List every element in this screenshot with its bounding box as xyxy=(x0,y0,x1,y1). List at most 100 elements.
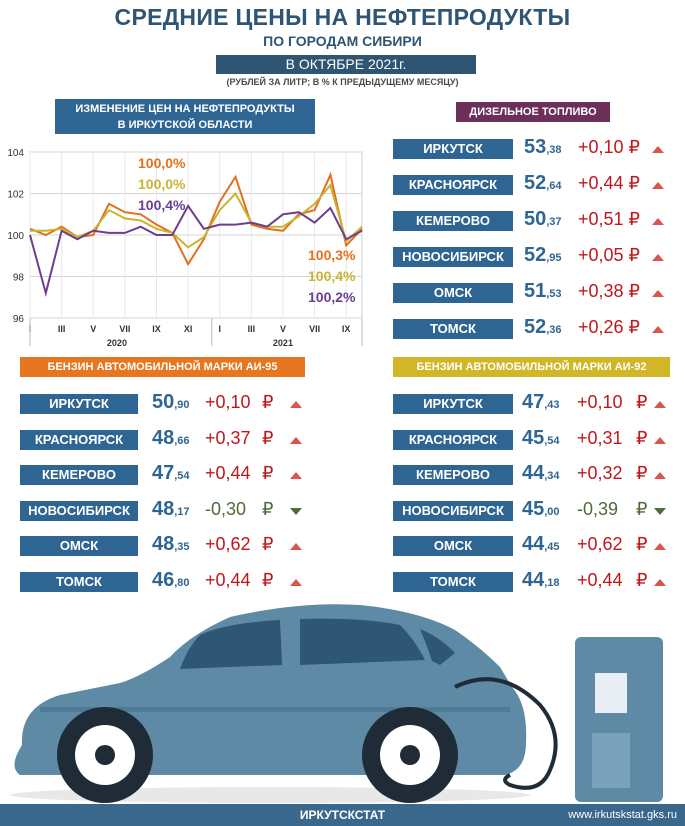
ruble-sign: ₽ xyxy=(636,534,648,554)
charging-cable xyxy=(454,677,558,790)
chart-title: ИЗМЕНЕНИЕ ЦЕН НА НЕФТЕПРОДУКТЫ В ИРКУТСК… xyxy=(55,99,315,134)
price-value: 45,54 xyxy=(522,428,560,451)
price-integer: 45 xyxy=(522,426,545,449)
price-integer: 48 xyxy=(152,426,175,449)
price-decimal: ,36 xyxy=(546,324,562,336)
arrow-up-icon xyxy=(652,218,664,225)
price-integer: 47 xyxy=(152,462,175,484)
car-window-back xyxy=(420,629,455,665)
price-value: 52,64 xyxy=(524,173,562,196)
ai95-header: БЕНЗИН АВТОМОБИЛЬНОЙ МАРКИ АИ-95 xyxy=(20,357,305,377)
price-integer: 44 xyxy=(522,462,545,484)
car-illustration xyxy=(10,604,663,803)
series-line-ai92 xyxy=(29,203,363,298)
y-tick-label: 100 xyxy=(7,231,24,242)
price-decimal: ,34 xyxy=(544,470,560,482)
ruble-sign: ₽ xyxy=(636,427,648,448)
footer-bar xyxy=(0,804,685,826)
footer-org: ИРКУТСКСТАТ xyxy=(299,808,386,822)
diesel-header: ДИЗЕЛЬНОЕ ТОПЛИВО xyxy=(456,102,610,122)
price-integer: 47 xyxy=(522,391,545,413)
arrow-up-icon xyxy=(654,401,666,408)
price-integer: 46 xyxy=(152,568,175,591)
annotation-right: 100,3% xyxy=(308,247,356,263)
x-tick-label: VII xyxy=(119,324,130,334)
price-value: 52,95 xyxy=(524,245,562,268)
price-value: 44,18 xyxy=(522,570,560,593)
price-change: +0,62 xyxy=(205,534,251,554)
price-decimal: ,38 xyxy=(546,144,562,156)
year-label: 2021 xyxy=(273,338,293,348)
city-label: ИРКУТСК xyxy=(393,394,513,414)
chart-title-line2: В ИРКУТСКОЙ ОБЛАСТИ xyxy=(117,119,253,131)
price-change: +0,05 ₽ xyxy=(578,245,640,265)
price-integer: 44 xyxy=(522,568,545,591)
city-label: НОВОСИБИРСК xyxy=(20,500,138,521)
date-badge: В ОКТЯБРЕ 2021г. xyxy=(216,55,476,74)
x-tick-label: V xyxy=(90,324,96,334)
price-decimal: ,54 xyxy=(174,470,190,482)
price-change: +0,32 xyxy=(577,463,623,483)
price-value: 51,53 xyxy=(524,281,562,304)
y-tick-label: 102 xyxy=(7,190,24,201)
arrow-up-icon xyxy=(654,436,666,444)
price-decimal: ,66 xyxy=(174,434,190,447)
price-value: 44,45 xyxy=(522,534,560,557)
price-change: +0,44 xyxy=(205,463,251,483)
price-change: +0,10 xyxy=(205,392,251,412)
price-decimal: ,54 xyxy=(544,434,560,447)
price-value: 50,90 xyxy=(152,392,190,415)
price-decimal: ,43 xyxy=(544,399,560,411)
x-tick-label: V xyxy=(280,324,286,334)
annotation-top: 100,4% xyxy=(138,197,186,213)
price-change: +0,44 ₽ xyxy=(578,173,640,193)
price-change: +0,10 xyxy=(577,392,623,412)
x-tick-label: IX xyxy=(152,324,161,334)
price-value: 48,35 xyxy=(152,534,190,557)
x-tick-label: III xyxy=(248,324,256,334)
price-integer: 51 xyxy=(524,280,547,302)
price-decimal: ,35 xyxy=(174,541,190,553)
ruble-sign: ₽ xyxy=(262,427,274,448)
price-change: +0,37 xyxy=(205,427,251,448)
city-label: КРАСНОЯРСК xyxy=(393,175,513,195)
price-value: 48,17 xyxy=(152,499,190,522)
price-change: +0,44 xyxy=(205,569,251,590)
annotation-top: 100,0% xyxy=(138,155,186,171)
price-decimal: ,95 xyxy=(546,252,562,264)
ruble-sign: ₽ xyxy=(636,463,648,483)
price-change: +0,31 xyxy=(577,427,623,448)
city-label: КЕМЕРОВО xyxy=(393,465,513,485)
city-label: ИРКУТСК xyxy=(20,394,138,414)
page-subtitle: ПО ГОРОДАМ СИБИРИ xyxy=(263,33,422,49)
price-change: -0,30 xyxy=(205,498,247,519)
ruble-sign: ₽ xyxy=(262,463,274,483)
y-tick-label: 96 xyxy=(13,314,25,325)
price-decimal: ,80 xyxy=(174,576,190,589)
ruble-sign: ₽ xyxy=(636,498,648,519)
ai92-header: БЕНЗИН АВТОМОБИЛЬНОЙ МАРКИ АИ-92 xyxy=(393,357,670,377)
price-change: +0,44 xyxy=(577,569,623,590)
price-integer: 52 xyxy=(524,172,547,194)
annotation-top: 100,0% xyxy=(138,176,186,192)
x-tick-label: I xyxy=(218,324,221,334)
city-label: НОВОСИБИРСК xyxy=(393,247,513,267)
arrow-up-icon xyxy=(290,401,302,408)
arrow-up-icon xyxy=(654,472,666,479)
arrow-down-icon xyxy=(290,507,302,515)
price-decimal: ,45 xyxy=(544,541,560,553)
x-tick-label: III xyxy=(58,324,66,334)
price-integer: 50 xyxy=(524,208,547,230)
price-decimal: ,00 xyxy=(544,505,560,518)
arrow-up-icon xyxy=(290,578,302,586)
arrow-up-icon xyxy=(652,254,664,261)
city-label: ТОМСК xyxy=(393,319,513,339)
chart-title-line1: ИЗМЕНЕНИЕ ЦЕН НА НЕФТЕПРОДУКТЫ xyxy=(75,103,295,115)
city-label: ИРКУТСК xyxy=(393,139,513,159)
city-label: КРАСНОЯРСК xyxy=(20,429,138,450)
price-integer: 48 xyxy=(152,497,175,520)
ruble-sign: ₽ xyxy=(636,392,648,412)
footer-url[interactable]: www.irkutskstat.gks.ru xyxy=(568,809,677,821)
arrow-up-icon xyxy=(652,146,664,153)
